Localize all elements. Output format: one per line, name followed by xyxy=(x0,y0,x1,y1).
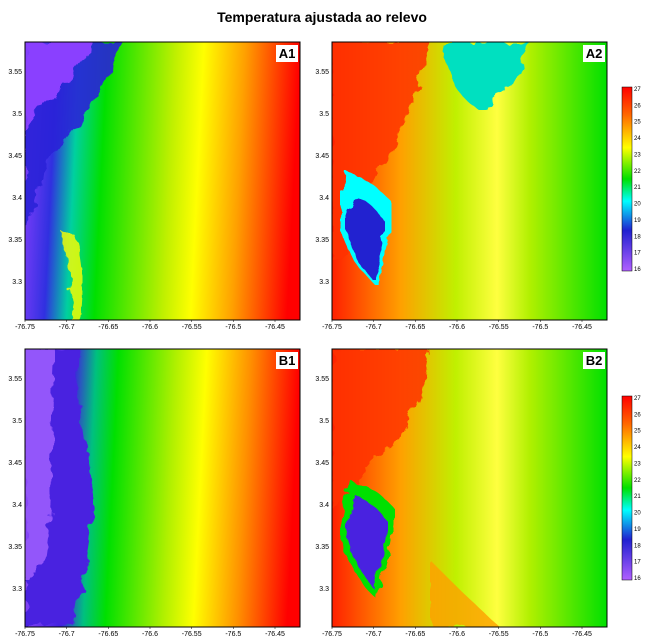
x-tick-label: -76.65 xyxy=(98,631,118,638)
colorbar-tick-label: 20 xyxy=(634,511,641,517)
colorbar-tick-label: 19 xyxy=(634,218,641,224)
colorbar-tick-label: 26 xyxy=(634,103,641,109)
x-tick-label: -76.65 xyxy=(405,324,425,331)
colorbar-tick-label: 22 xyxy=(634,169,641,175)
colorbar-tick-label: 21 xyxy=(634,185,641,191)
y-tick-label: 3.5 xyxy=(319,418,329,425)
y-tick-label: 3.55 xyxy=(315,376,329,383)
x-tick-label: -76.75 xyxy=(15,631,35,638)
panel-a2-label-bg xyxy=(583,45,605,62)
y-tick-label: 3.45 xyxy=(315,460,329,467)
y-tick-label: 3.35 xyxy=(315,544,329,551)
x-tick-label: -76.6 xyxy=(142,324,158,331)
y-tick-label: 3.3 xyxy=(319,586,329,593)
x-tick-label: -76.45 xyxy=(265,631,285,638)
colorbar-top xyxy=(621,86,633,272)
colorbar-tick-label: 25 xyxy=(634,120,641,126)
x-tick-label: -76.5 xyxy=(532,324,548,331)
y-tick-label: 3.3 xyxy=(12,279,22,286)
panel-b2-label: B2 xyxy=(586,353,603,368)
x-tick-label: -76.65 xyxy=(98,324,118,331)
colorbar-tick-label: 22 xyxy=(634,478,641,484)
y-tick-label: 3.45 xyxy=(8,153,22,160)
colorbar-tick-label: 25 xyxy=(634,429,641,435)
panel-b2 xyxy=(332,349,607,627)
colorbar-tick-label: 24 xyxy=(634,445,641,451)
y-tick-label: 3.4 xyxy=(319,502,329,509)
panel-b2-frame xyxy=(331,348,608,628)
panel-a1-label-bg xyxy=(276,45,298,62)
panel-b1-label-bg xyxy=(276,352,298,369)
colorbar-tick-label: 17 xyxy=(634,560,641,566)
colorbar-tick-label: 26 xyxy=(634,412,641,418)
y-tick-label: 3.55 xyxy=(8,69,22,76)
x-tick-label: -76.55 xyxy=(489,631,509,638)
colorbar-bottom xyxy=(621,395,633,581)
colorbar-tick-label: 16 xyxy=(634,576,641,582)
y-tick-label: 3.4 xyxy=(12,195,22,202)
x-tick-label: -76.55 xyxy=(182,631,202,638)
colorbar-tick-label: 21 xyxy=(634,494,641,500)
y-tick-label: 3.5 xyxy=(12,418,22,425)
y-tick-label: 3.5 xyxy=(12,111,22,118)
x-tick-label: -76.75 xyxy=(322,324,342,331)
x-tick-label: -76.45 xyxy=(572,324,592,331)
x-tick-label: -76.6 xyxy=(449,631,465,638)
panel-a2 xyxy=(332,42,607,320)
y-tick-label: 3.45 xyxy=(8,460,22,467)
x-tick-label: -76.55 xyxy=(182,324,202,331)
colorbar-labels: 27 26 25 24 23 22 21 20 19 18 17 16 27 26 25 24 23 22 21 20… xyxy=(634,87,641,582)
panel-a1-label: A1 xyxy=(279,46,296,61)
x-tick-label: -76.75 xyxy=(15,324,35,331)
panel-a1-frame xyxy=(24,41,301,321)
x-tick-label: -76.45 xyxy=(265,324,285,331)
axis-ticks: -76.75 -76.7 -76.65 -76.6 -76.55 -76.5 -76.45 3… xyxy=(8,69,592,638)
colorbar-tick-label: 27 xyxy=(634,87,641,93)
x-tick-label: -76.6 xyxy=(449,324,465,331)
colorbar-tick-label: 24 xyxy=(634,136,641,142)
panel-a2-label: A2 xyxy=(586,46,603,61)
y-tick-label: 3.4 xyxy=(319,195,329,202)
colorbar-tick-label: 23 xyxy=(634,461,641,467)
colorbar-tick-label: 27 xyxy=(634,396,641,402)
y-tick-label: 3.3 xyxy=(12,586,22,593)
x-tick-label: -76.5 xyxy=(225,324,241,331)
x-tick-label: -76.7 xyxy=(366,631,382,638)
y-tick-label: 3.35 xyxy=(8,544,22,551)
figure-title: Temperatura ajustada ao relevo xyxy=(217,9,427,25)
x-tick-label: -76.6 xyxy=(142,631,158,638)
panel-a2-frame xyxy=(331,41,608,321)
colorbar-tick-label: 20 xyxy=(634,202,641,208)
panel-b1-label: B1 xyxy=(279,353,296,368)
y-tick-label: 3.35 xyxy=(315,237,329,244)
y-tick-label: 3.35 xyxy=(8,237,22,244)
panel-b1 xyxy=(25,349,300,627)
x-tick-label: -76.7 xyxy=(59,324,75,331)
y-tick-label: 3.4 xyxy=(12,502,22,509)
y-tick-label: 3.55 xyxy=(315,69,329,76)
x-tick-label: -76.7 xyxy=(366,324,382,331)
colorbar-tick-label: 19 xyxy=(634,527,641,533)
x-tick-label: -76.7 xyxy=(59,631,75,638)
panel-a1 xyxy=(25,42,300,320)
y-tick-label: 3.3 xyxy=(319,279,329,286)
colorbar-tick-label: 17 xyxy=(634,251,641,257)
colorbar-tick-label: 23 xyxy=(634,152,641,158)
y-tick-label: 3.45 xyxy=(315,153,329,160)
colorbar-tick-label: 18 xyxy=(634,543,641,549)
panel-b2-label-bg xyxy=(583,352,605,369)
x-tick-label: -76.5 xyxy=(532,631,548,638)
y-tick-label: 3.55 xyxy=(8,376,22,383)
x-tick-label: -76.45 xyxy=(572,631,592,638)
x-tick-label: -76.65 xyxy=(405,631,425,638)
x-tick-label: -76.55 xyxy=(489,324,509,331)
colorbar-tick-label: 16 xyxy=(634,267,641,273)
x-tick-label: -76.5 xyxy=(225,631,241,638)
y-tick-label: 3.5 xyxy=(319,111,329,118)
colorbar-tick-label: 18 xyxy=(634,234,641,240)
panel-b1-frame xyxy=(24,348,301,628)
x-tick-label: -76.75 xyxy=(322,631,342,638)
